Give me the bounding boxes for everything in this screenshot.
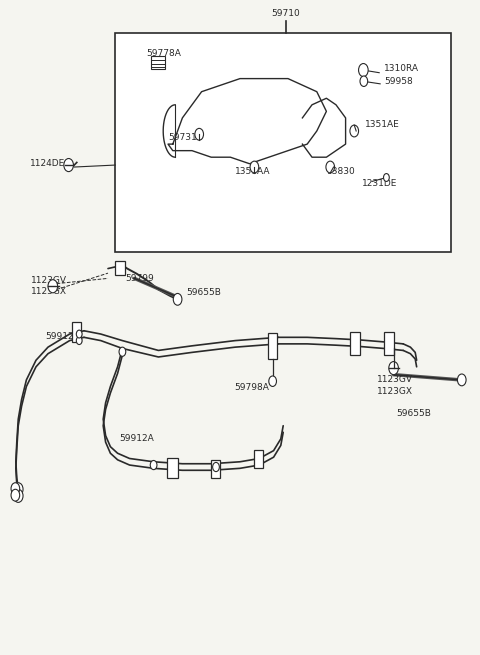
Circle shape [13, 483, 23, 496]
Circle shape [269, 376, 276, 386]
Circle shape [76, 330, 82, 338]
Text: 59958: 59958 [384, 77, 413, 86]
Text: 1123GX: 1123GX [31, 287, 67, 296]
Text: 93830: 93830 [326, 167, 355, 176]
Bar [115, 33, 451, 252]
Circle shape [150, 460, 157, 470]
Circle shape [11, 489, 20, 501]
Circle shape [359, 64, 368, 77]
Circle shape [326, 161, 335, 173]
Circle shape [389, 362, 398, 375]
Circle shape [213, 462, 219, 472]
Circle shape [457, 374, 466, 386]
Circle shape [360, 76, 368, 86]
Circle shape [13, 489, 23, 502]
Text: 1123GX: 1123GX [377, 386, 413, 396]
Bar [350, 332, 360, 355]
Bar [115, 261, 125, 275]
Text: 1123GV: 1123GV [377, 375, 413, 384]
Text: 59655B: 59655B [396, 409, 431, 419]
Circle shape [195, 128, 204, 140]
Circle shape [384, 174, 389, 181]
Bar [167, 458, 178, 478]
Text: 1231DE: 1231DE [362, 179, 398, 188]
Circle shape [119, 347, 126, 356]
Bar [254, 450, 263, 468]
Text: 59799: 59799 [126, 274, 155, 283]
Text: 59912A: 59912A [119, 434, 154, 443]
Circle shape [76, 337, 82, 345]
Text: 59778A: 59778A [146, 49, 181, 58]
Text: 1351AA: 1351AA [235, 167, 271, 176]
Bar [211, 460, 220, 478]
Text: 59710: 59710 [271, 9, 300, 18]
Bar [151, 56, 165, 69]
Text: 59912B: 59912B [46, 332, 80, 341]
Circle shape [48, 280, 58, 293]
Circle shape [11, 483, 20, 495]
Text: 59798A: 59798A [234, 383, 269, 392]
Text: 1124DE: 1124DE [30, 159, 65, 168]
Bar [384, 332, 394, 355]
Bar [268, 333, 277, 359]
Text: 1351AE: 1351AE [365, 120, 399, 129]
Circle shape [64, 159, 73, 172]
Circle shape [350, 125, 359, 137]
Circle shape [173, 293, 182, 305]
Text: 59731B: 59731B [168, 133, 203, 142]
Bar [72, 322, 81, 342]
Circle shape [250, 161, 259, 173]
Text: 1123GV: 1123GV [31, 276, 67, 285]
Text: 59655B: 59655B [186, 288, 221, 297]
Text: 1310RA: 1310RA [384, 64, 419, 73]
